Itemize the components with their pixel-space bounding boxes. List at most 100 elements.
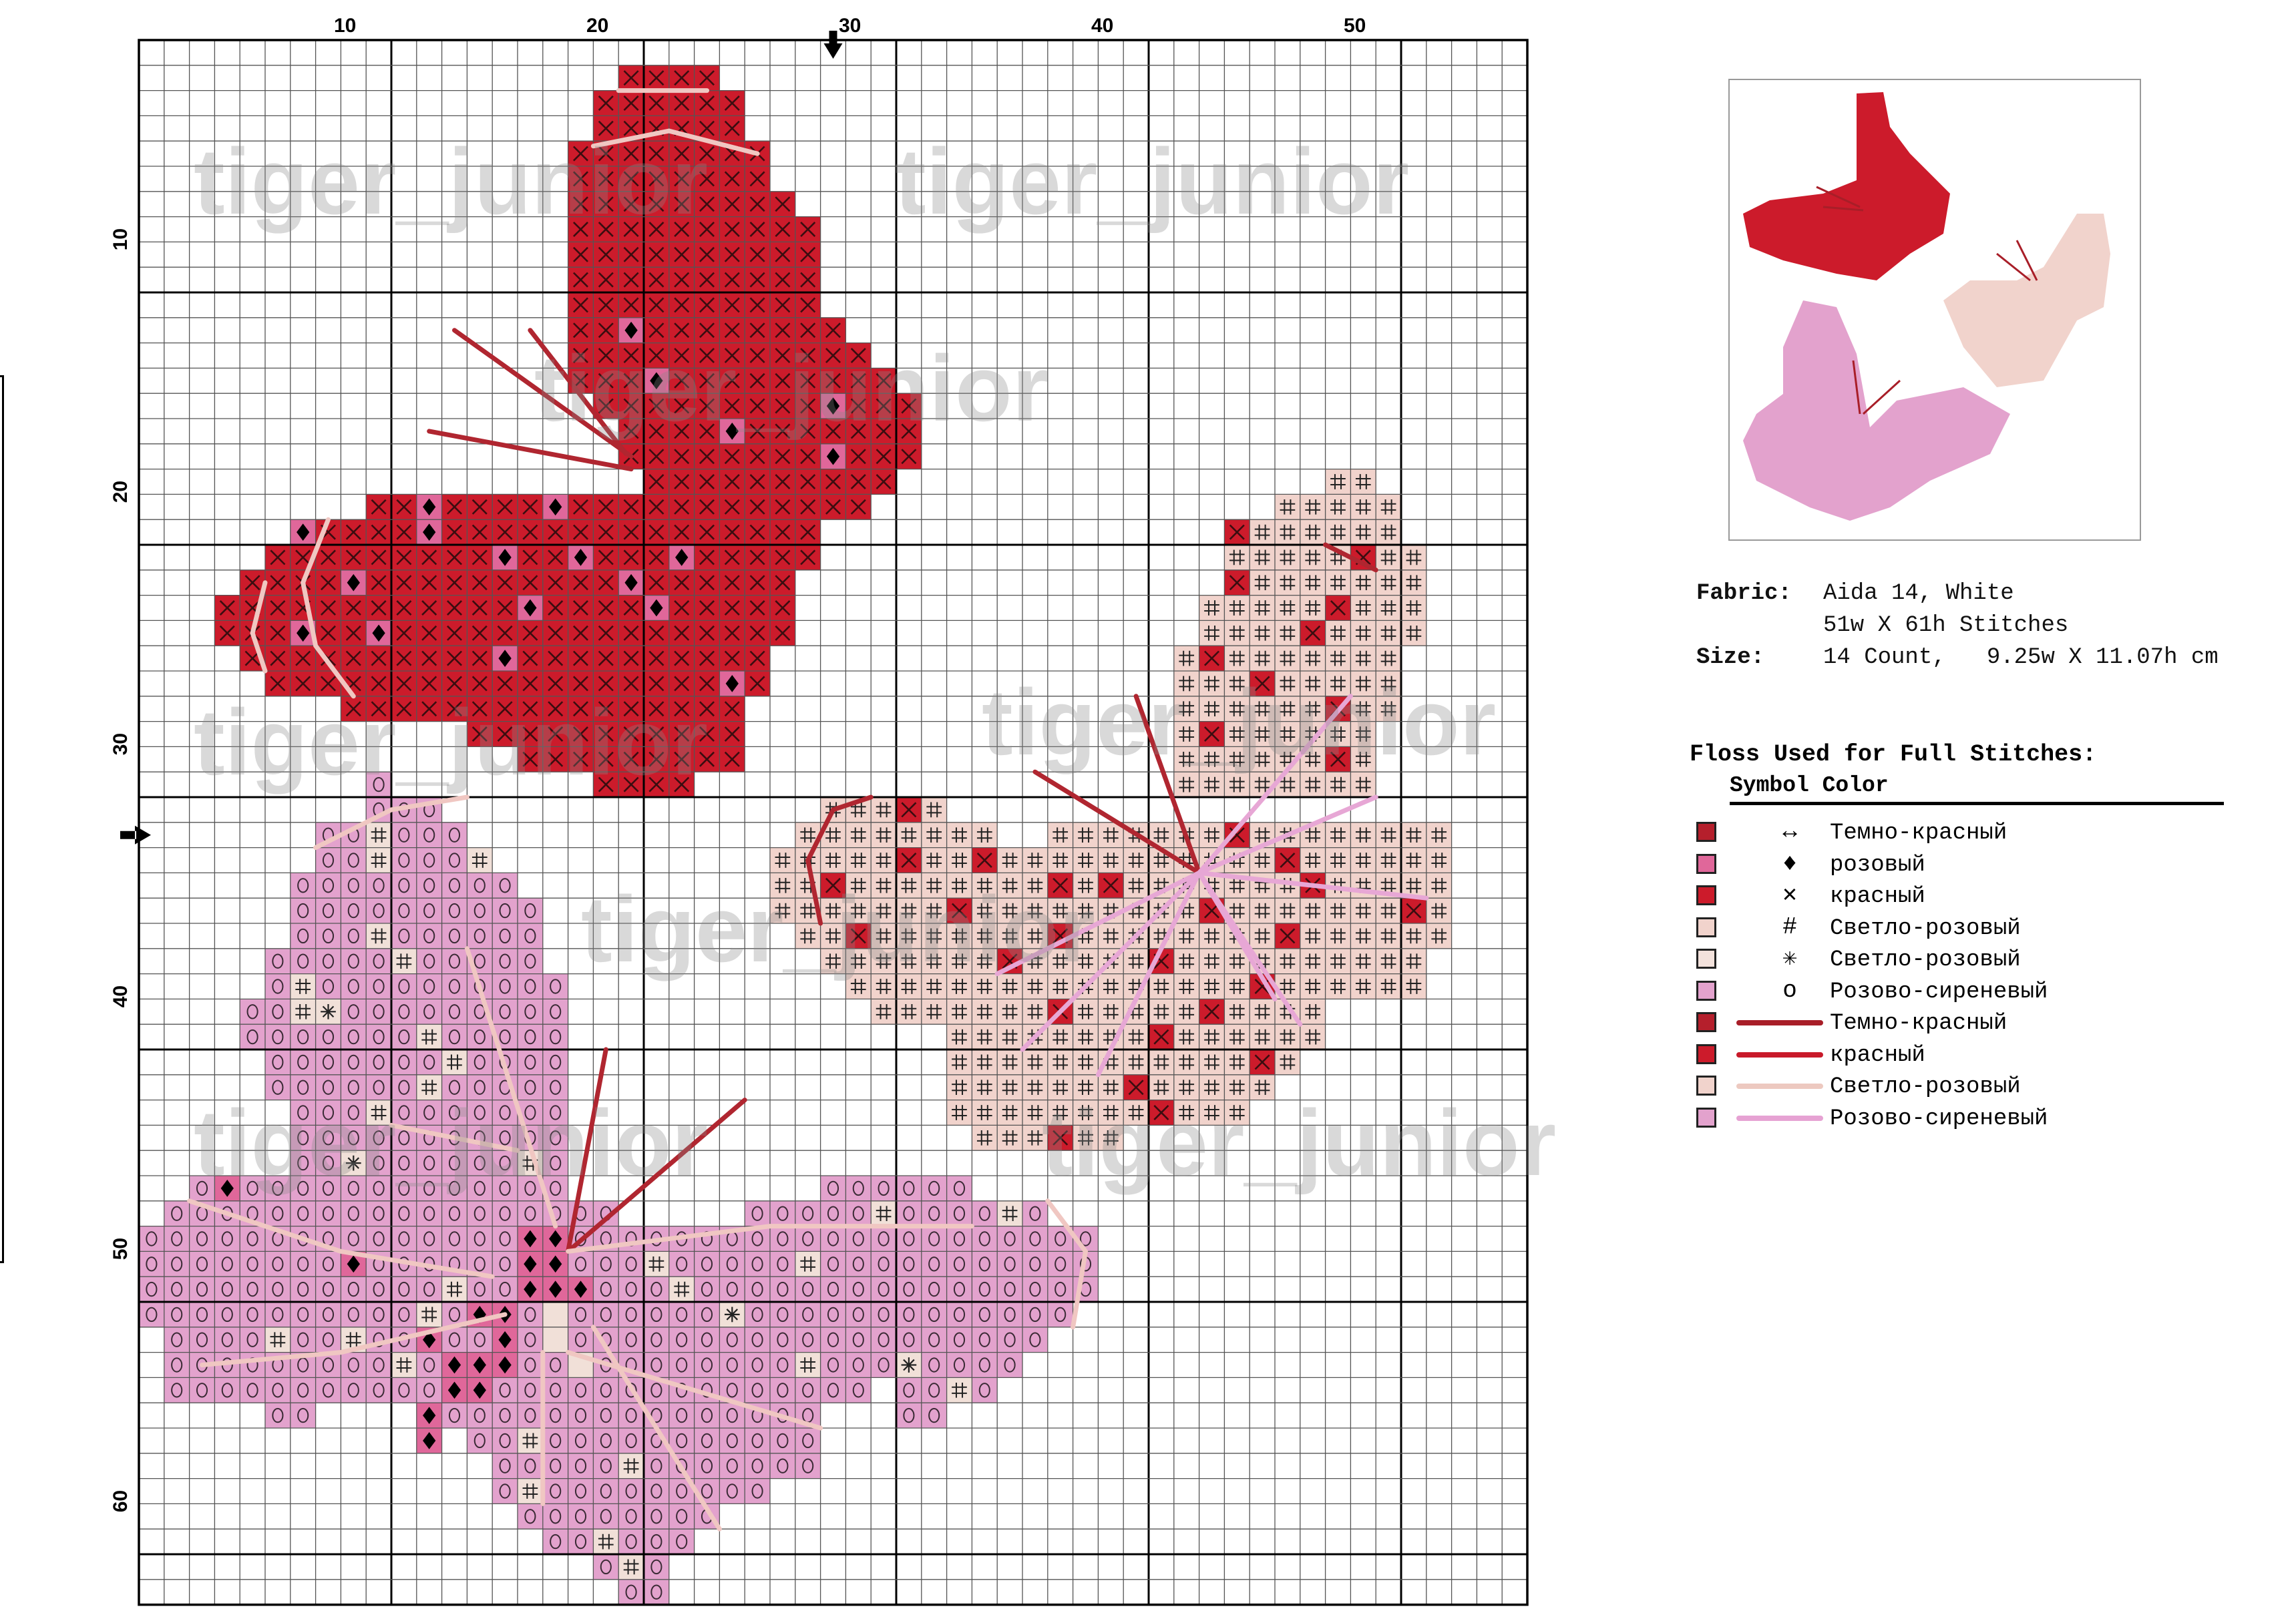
- cross-symbol: [1153, 1105, 1169, 1120]
- hash-symbol: [1229, 676, 1245, 692]
- stitch-cell: [416, 898, 442, 923]
- hash-symbol: [952, 1029, 967, 1045]
- stitch-cell: [492, 873, 518, 899]
- cross-symbol: [724, 221, 740, 238]
- cross-symbol: [749, 499, 765, 515]
- cross-symbol: [623, 171, 639, 187]
- hash-symbol: [1027, 1105, 1043, 1120]
- legend-symbol: ↔: [1782, 818, 1797, 845]
- stitch-cell: [164, 1277, 190, 1302]
- cross-symbol: [724, 449, 740, 465]
- stitch-cell: [694, 1453, 720, 1479]
- hash-symbol: [1254, 1003, 1270, 1019]
- cross-symbol: [1229, 575, 1245, 591]
- cross-symbol: [219, 625, 235, 641]
- stitch-cell: [1250, 721, 1275, 747]
- stitch-cell: [189, 1327, 215, 1353]
- cross-symbol: [876, 473, 892, 490]
- hash-symbol: [1229, 751, 1245, 767]
- cross-symbol: [270, 650, 286, 666]
- stitch-cell: [214, 1377, 240, 1403]
- stitch-cell: [164, 1200, 190, 1226]
- hash-symbol: [1280, 953, 1296, 969]
- hash-symbol: [1229, 1054, 1245, 1070]
- cross-symbol: [699, 575, 715, 591]
- legend-symbol: ♦: [1782, 849, 1797, 877]
- stitch-cell: [896, 999, 922, 1025]
- cross-symbol: [623, 95, 639, 111]
- stitch-cell: [618, 1251, 644, 1277]
- cross-symbol: [775, 246, 791, 262]
- cross-symbol: [623, 776, 639, 792]
- cross-symbol: [598, 701, 614, 717]
- stitch-cell: [542, 1024, 568, 1050]
- cross-symbol: [446, 676, 463, 692]
- cross-symbol: [320, 575, 337, 591]
- stitch-cell: [997, 1277, 1022, 1302]
- diamond-symbol: [725, 675, 739, 692]
- stitch-cell: [618, 1554, 644, 1580]
- hash-symbol: [1229, 903, 1245, 919]
- stitch-cell: [1022, 1226, 1048, 1252]
- stitch-cell: [1350, 569, 1376, 596]
- diamond-symbol: [498, 650, 512, 667]
- stitch-cell: [820, 1352, 846, 1378]
- hash-symbol: [850, 903, 866, 919]
- cross-symbol: [674, 221, 690, 238]
- cross-symbol: [724, 625, 740, 641]
- stitch-cell: [1325, 923, 1351, 949]
- hash-symbol: [1406, 600, 1422, 616]
- hash-symbol: [952, 877, 967, 893]
- stitch-cell: [946, 973, 972, 999]
- cross-symbol: [724, 373, 740, 389]
- cross-symbol: [598, 196, 614, 212]
- stitch-cell: [946, 1251, 972, 1277]
- hash-symbol: [1280, 524, 1296, 540]
- stitch-cell: [568, 1503, 594, 1530]
- stitch-cell: [1350, 847, 1376, 873]
- cross-symbol: [548, 524, 564, 540]
- stitch-cell: [1022, 1125, 1048, 1151]
- hash-symbol: [1027, 1080, 1043, 1096]
- stitch-cell: [1149, 1050, 1174, 1075]
- hash-symbol: [1280, 499, 1296, 515]
- stitch-cell: [946, 847, 972, 873]
- legend-color-name: Светло-розовый: [1830, 1074, 2021, 1100]
- stitch-cell: [997, 847, 1022, 873]
- stitch-cell: [820, 1327, 846, 1353]
- cross-symbol: [471, 650, 488, 666]
- stitch-cell: [366, 999, 391, 1025]
- cross-symbol: [674, 751, 690, 767]
- cross-symbol: [648, 322, 664, 338]
- hash-symbol: [1229, 650, 1245, 666]
- cross-symbol: [1128, 1080, 1144, 1096]
- hash-symbol: [1204, 751, 1219, 767]
- hash-symbol: [1153, 1054, 1169, 1070]
- watermark-text: tiger_junior: [581, 877, 1095, 981]
- hash-symbol: [1406, 928, 1422, 944]
- hash-symbol: [876, 802, 892, 818]
- stitch-cell: [1199, 1050, 1225, 1075]
- stitch-cell: [441, 1327, 467, 1353]
- cross-symbol: [648, 549, 664, 565]
- cross-symbol: [421, 549, 437, 565]
- hash-symbol: [1305, 524, 1321, 540]
- diamond-symbol: [347, 573, 360, 592]
- cross-symbol: [295, 676, 311, 692]
- stitch-cell: [921, 1200, 947, 1226]
- stitch-cell: [441, 973, 467, 999]
- stitch-cell: [1275, 595, 1300, 621]
- stitch-cell: [896, 898, 922, 923]
- cross-symbol: [295, 650, 311, 666]
- cross-symbol: [598, 524, 614, 540]
- cross-symbol: [1053, 1130, 1069, 1146]
- hash-symbol: [850, 953, 866, 969]
- cross-symbol: [850, 449, 866, 465]
- hash-symbol: [1229, 701, 1245, 717]
- cross-symbol: [749, 272, 765, 288]
- cross-symbol: [572, 600, 589, 616]
- stitch-cell: [593, 1302, 619, 1327]
- legend-color-name: красный: [1830, 1042, 1925, 1068]
- cross-symbol: [775, 549, 791, 565]
- stitch-cell: [290, 1050, 316, 1075]
